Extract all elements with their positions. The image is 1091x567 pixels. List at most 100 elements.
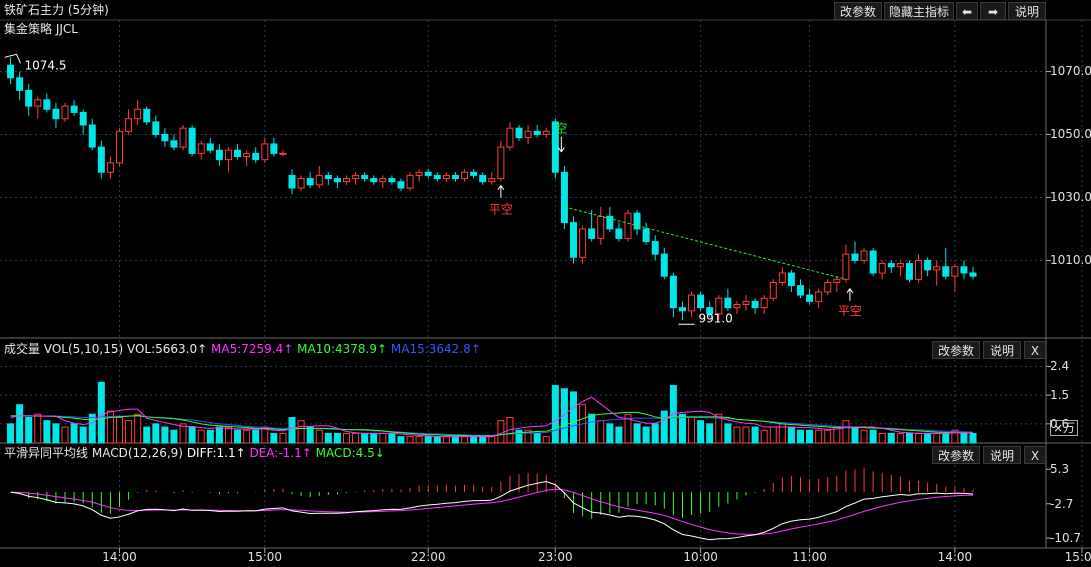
candle-body	[969, 272, 977, 277]
volume-bar	[633, 423, 641, 444]
candle-body	[7, 64, 15, 79]
volume-bar	[969, 432, 977, 444]
scroll-right-button[interactable]: ➡	[980, 2, 1006, 20]
candle-body	[497, 146, 505, 180]
volume-bar	[252, 429, 260, 444]
volume-bar	[815, 429, 823, 444]
candle-body	[524, 130, 532, 139]
volume-bar	[887, 432, 895, 444]
candle-body	[461, 171, 469, 180]
candle-body	[324, 174, 332, 180]
volume-bar	[824, 429, 832, 444]
volume-bar	[806, 429, 814, 444]
candle-body	[515, 127, 523, 139]
candle-body	[288, 174, 296, 189]
candle-body	[688, 294, 696, 312]
volume-bar	[197, 429, 205, 444]
macd-help-button[interactable]: 说明	[983, 446, 1021, 464]
volume-bar	[179, 423, 187, 444]
candle-body	[379, 178, 387, 183]
volume-bar	[161, 426, 169, 444]
scroll-left-button[interactable]: ⬅	[956, 2, 978, 20]
change-params-button[interactable]: 改参数	[834, 2, 882, 20]
volume-bar	[433, 436, 441, 444]
volume-bar	[424, 436, 432, 444]
volume-bar	[406, 436, 414, 444]
volume-bar	[461, 436, 469, 444]
candle-body	[34, 99, 42, 107]
volume-bar	[415, 436, 423, 444]
candle-body	[606, 215, 614, 230]
volume-legend: 成交量 VOL(5,10,15) VOL:5663.0↑ MA5:7259.4↑…	[4, 342, 481, 356]
candle-body	[125, 118, 133, 132]
macd-params-button[interactable]: 改参数	[932, 446, 980, 464]
volume-bar	[134, 413, 142, 444]
signal-arrowhead	[497, 184, 505, 191]
candle-body	[951, 266, 959, 277]
volume-bar	[606, 423, 614, 444]
candle-body	[570, 222, 577, 258]
candle-body	[161, 133, 169, 142]
volume-bar	[706, 423, 714, 444]
volume-bar	[488, 436, 496, 444]
volume-bar	[860, 429, 868, 444]
volume-bar	[234, 429, 242, 444]
macd-value: MACD:4.5↓	[315, 446, 385, 460]
volume-bar	[343, 432, 350, 444]
candle-body	[442, 174, 450, 180]
volume-bar	[951, 429, 959, 444]
volume-bar	[678, 413, 686, 444]
candle-body	[97, 146, 105, 173]
time-tick-label: 15:00	[1064, 550, 1091, 564]
volume-bar	[306, 426, 314, 444]
candle-body	[669, 275, 677, 309]
volume-bar	[188, 426, 196, 444]
time-tick-label: 15:00	[247, 550, 283, 564]
volume-bar	[506, 416, 514, 444]
candle-body	[506, 127, 514, 148]
volume-bar	[542, 436, 550, 444]
candle-body	[352, 174, 360, 180]
candle-body	[960, 266, 968, 274]
candle-body	[315, 174, 323, 186]
volume-bar	[896, 432, 904, 444]
volume-params-button[interactable]: 改参数	[932, 341, 980, 359]
time-tick-label: 23:00	[538, 550, 573, 564]
volume-bar	[388, 432, 396, 444]
candle-body	[715, 297, 723, 315]
candle-body	[706, 307, 714, 315]
volume-unit-badge: ×万	[1050, 420, 1079, 436]
candle-body	[152, 121, 160, 135]
candle-body	[806, 294, 814, 302]
volume-help-button[interactable]: 说明	[983, 341, 1021, 359]
candle-body	[560, 171, 568, 224]
trend-line	[564, 206, 847, 280]
candle-body	[760, 297, 768, 309]
volume-close-button[interactable]: X	[1024, 341, 1046, 359]
volume-bar	[297, 420, 305, 444]
volume-bar	[106, 410, 114, 444]
candle-body	[678, 307, 686, 312]
volume-bar	[642, 426, 650, 444]
strategy-label: 集金策略 JJCL	[4, 22, 78, 36]
volume-bar	[905, 432, 913, 444]
candle-body	[197, 143, 205, 154]
candle-body	[70, 105, 78, 113]
hide-main-indicator-button[interactable]: 隐藏主指标	[884, 2, 954, 20]
candle-body	[52, 108, 60, 120]
volume-bar	[224, 426, 232, 444]
volume-bar	[88, 413, 96, 444]
help-button[interactable]: 说明	[1008, 2, 1046, 20]
volume-bar	[397, 436, 405, 444]
candle-body	[824, 281, 832, 293]
candle-body	[751, 300, 759, 309]
candle-body	[397, 181, 405, 189]
macd-dea: DEA:-1.1↑	[249, 446, 312, 460]
volume-ma5: MA5:7259.4↑	[211, 342, 294, 356]
macd-close-button[interactable]: X	[1024, 446, 1046, 464]
volume-bar	[170, 429, 178, 444]
volume-tick-label: 2.4	[1050, 359, 1070, 374]
candle-body	[215, 149, 223, 161]
candle-body	[415, 171, 423, 176]
volume-bar	[43, 420, 51, 444]
